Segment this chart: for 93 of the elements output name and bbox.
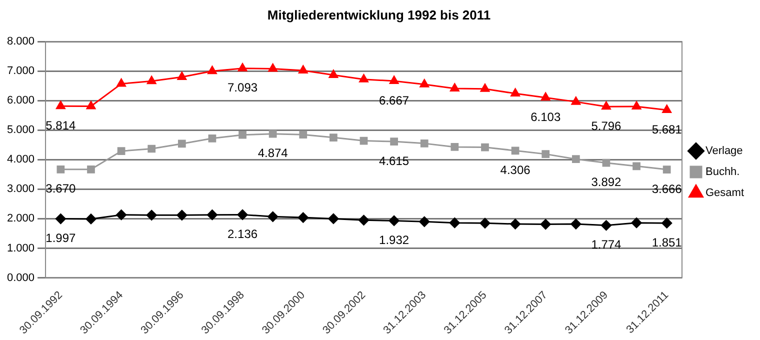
point [298,212,308,223]
point [631,218,642,228]
data-label: 4.874 [258,146,288,160]
data-label: 6.103 [530,110,561,124]
data-label: 1.851 [652,235,682,250]
point [146,76,156,84]
point [450,83,460,92]
y-tick-label: 5.000 [6,124,35,136]
data-label: 1.997 [46,231,76,246]
data-label: 1.774 [591,238,622,252]
point [389,76,399,84]
data-label: 3.666 [652,182,682,196]
point [662,166,671,174]
point [238,63,248,72]
point [510,218,521,230]
data-label: 2.136 [228,227,258,241]
y-tick-label: 6.000 [6,94,35,107]
point [600,220,612,231]
data-label: 4.615 [379,154,410,168]
point [116,210,127,220]
point [237,209,248,220]
point [177,72,187,80]
point [510,88,520,97]
point [86,214,96,224]
point [56,165,65,174]
data-label: 3.892 [591,175,622,190]
point [330,134,338,142]
legend-label: Buchh. [705,166,740,178]
point [208,66,217,74]
point [86,100,96,110]
point [570,218,582,230]
point [328,213,339,224]
y-tick-label: 3.000 [6,183,35,196]
point [116,78,126,87]
legend-label: Verlage [705,145,743,158]
legend-label: Gesamt [705,187,744,200]
point [328,70,338,78]
point [299,130,308,139]
point [390,138,398,146]
y-tick-label: 7.000 [6,65,35,78]
y-tick-label: 0.000 [6,272,35,284]
point [602,101,611,110]
point [662,218,672,228]
point [511,146,520,155]
y-tick-label: 2.000 [6,212,35,225]
point [388,215,400,226]
data-label: 1.932 [379,233,410,248]
point [238,130,246,139]
point [268,130,277,138]
point [268,64,278,72]
data-label: 5.681 [652,122,682,136]
point [419,216,430,227]
point [540,92,550,101]
point [542,150,550,158]
point [148,144,156,153]
point [632,162,640,170]
data-label: 5.814 [46,118,76,132]
point [480,218,490,228]
point [540,219,551,230]
point [146,210,157,220]
point [178,140,186,148]
y-tick-label: 1.000 [6,242,35,254]
data-label: 5.796 [591,118,622,133]
y-tick-label: 4.000 [6,154,35,166]
data-label: 4.306 [500,162,531,177]
point [358,214,370,226]
point [176,210,188,220]
point [55,214,66,224]
point [359,74,368,82]
point [268,211,278,222]
point [206,210,218,220]
point [117,147,126,156]
point [449,218,460,228]
point [662,104,672,114]
point [572,155,580,164]
data-label: 6.667 [379,93,410,108]
point [87,165,95,174]
chart-title: Mitgliederentwicklung 1992 bis 2011 [267,7,491,22]
point [420,79,430,88]
point [360,136,368,145]
y-tick-label: 8.000 [6,36,35,48]
point [602,158,610,167]
point [208,134,216,142]
point [632,101,642,110]
data-label: 7.093 [228,80,258,95]
point [480,84,490,92]
data-label: 3.670 [46,182,76,196]
point [450,143,459,151]
point [420,140,428,148]
point [481,143,489,152]
point [56,100,66,110]
point [298,65,308,74]
point [571,96,581,105]
